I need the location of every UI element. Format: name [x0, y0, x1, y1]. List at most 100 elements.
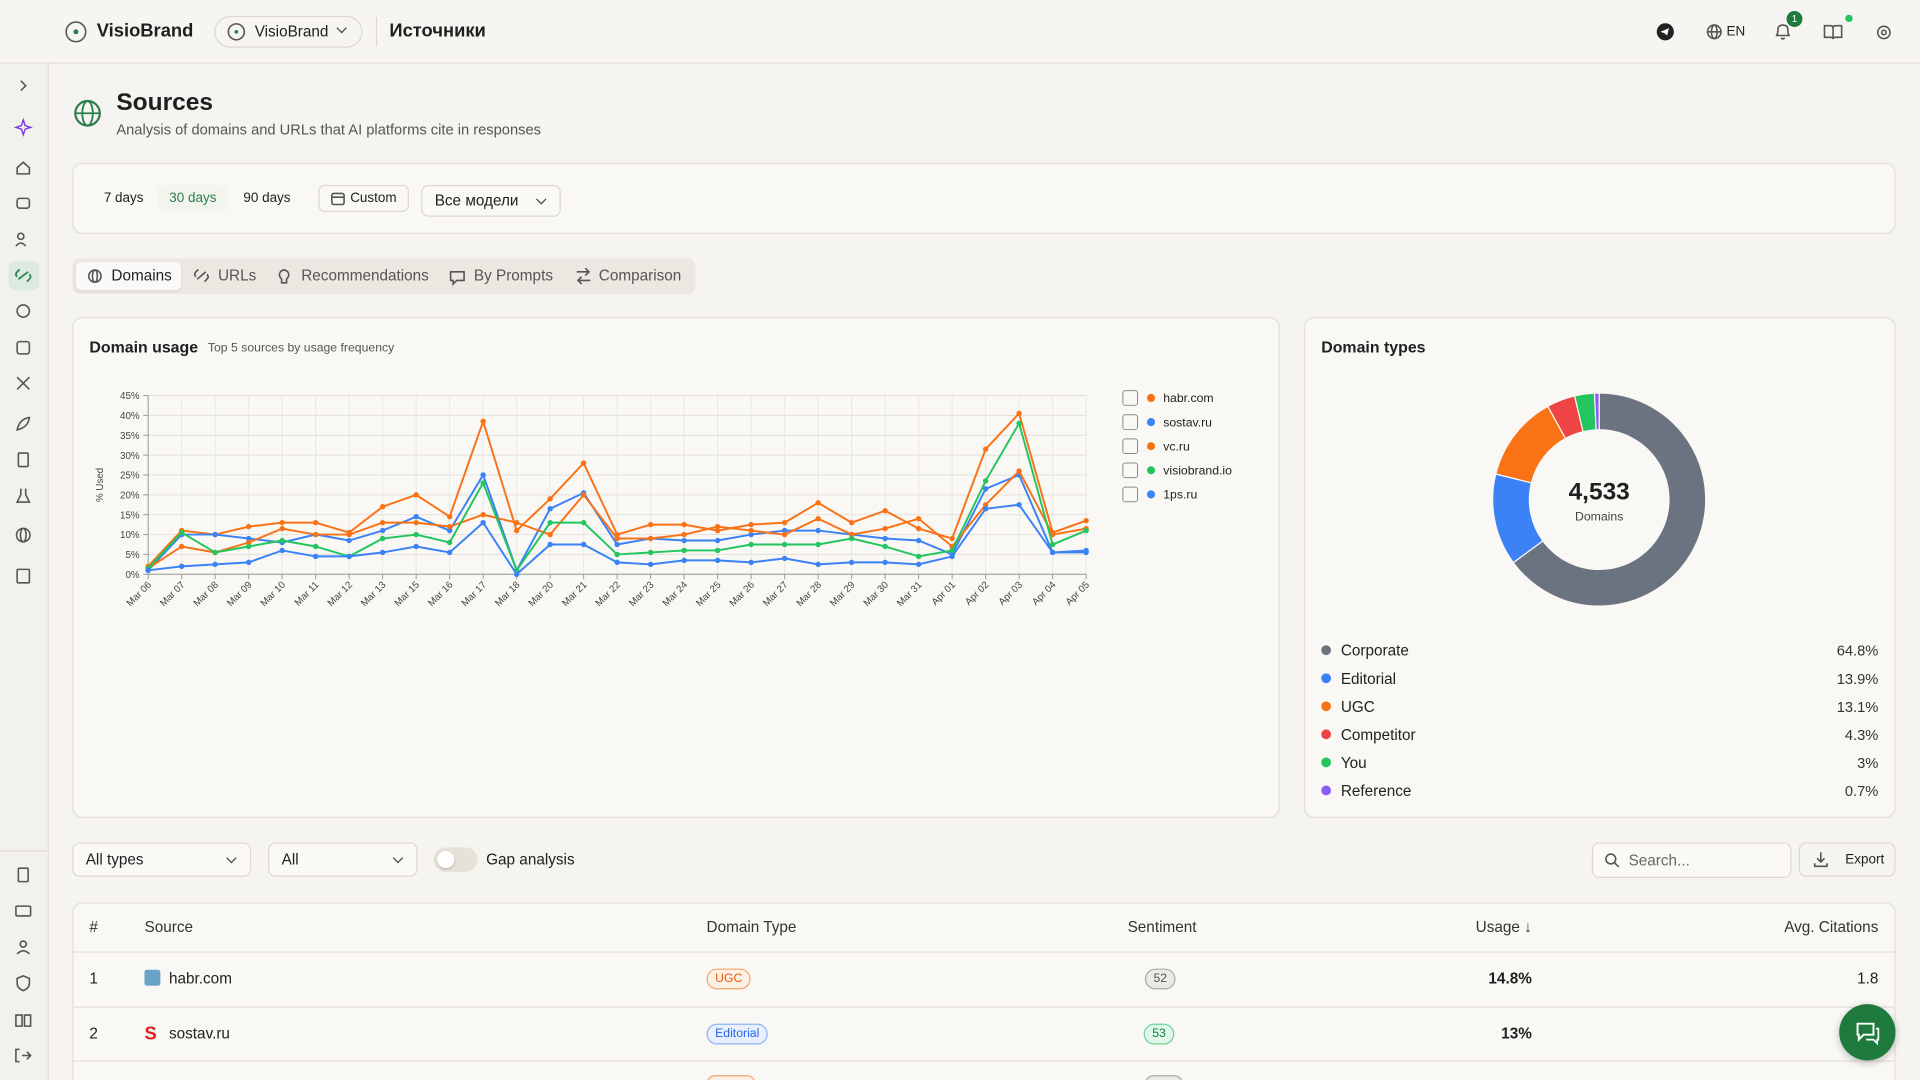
y-axis-label: % Used: [95, 468, 106, 502]
language-icon[interactable]: [1706, 23, 1723, 40]
data-point: [547, 519, 553, 526]
nav-icon[interactable]: [16, 161, 31, 175]
tab[interactable]: Domains: [111, 266, 172, 285]
x-tick-label: Mar 15: [393, 579, 423, 609]
tab[interactable]: Recommendations: [301, 266, 429, 285]
chat-button[interactable]: [1839, 1004, 1896, 1061]
expand-icon[interactable]: [20, 80, 27, 92]
filter-card: [72, 162, 1896, 234]
nav-icon[interactable]: [13, 117, 33, 138]
page-name: Источники: [389, 20, 486, 42]
settings-icon[interactable]: [1876, 24, 1892, 40]
period-button-active[interactable]: 30 days: [157, 184, 228, 212]
data-point: [748, 559, 754, 566]
x-tick-label: Mar 09: [225, 580, 254, 609]
data-point: [614, 541, 620, 548]
nav-icon[interactable]: [15, 1014, 32, 1027]
data-point: [547, 506, 553, 512]
column-header[interactable]: Source: [144, 918, 193, 936]
search-input[interactable]: [1591, 842, 1792, 878]
data-point: [178, 543, 185, 550]
type-select[interactable]: All types: [72, 842, 252, 877]
nav-icon[interactable]: [16, 975, 31, 992]
tab[interactable]: Comparison: [598, 266, 682, 285]
nav-icon[interactable]: [16, 568, 31, 584]
nav-icon[interactable]: [16, 197, 31, 209]
data-point: [279, 537, 285, 544]
gap-label[interactable]: Gap analysis: [486, 851, 575, 869]
export-button[interactable]: [1798, 842, 1896, 877]
data-point: [815, 527, 821, 534]
nav-icon[interactable]: [16, 304, 31, 318]
telegram-icon[interactable]: [1656, 22, 1676, 42]
nav-icon[interactable]: [15, 268, 32, 283]
calendar-icon: [331, 192, 345, 206]
data-point: [815, 561, 821, 568]
export-label[interactable]: Export: [1845, 852, 1885, 867]
source[interactable]: sostav.ru: [168, 1024, 230, 1043]
value-label: 4.3%: [1845, 728, 1878, 744]
x-tick-label: Mar 23: [627, 579, 657, 609]
brand-name[interactable]: VisioBrand: [96, 20, 194, 42]
x-tick-label: Mar 24: [661, 579, 691, 609]
favicon: S: [144, 1023, 157, 1045]
data-point: [714, 527, 721, 534]
data-point: [1083, 527, 1089, 534]
nav-icon[interactable]: [16, 376, 30, 390]
value-label: 3%: [1857, 756, 1878, 772]
sources-icon: [74, 99, 101, 127]
column-header[interactable]: Sentiment: [1127, 918, 1197, 936]
data-point: [848, 559, 855, 566]
period-button[interactable]: 90 days: [243, 191, 291, 206]
data-point: [982, 502, 989, 508]
data-point: [647, 535, 654, 542]
model-label: Все модели: [434, 192, 519, 210]
custom-label[interactable]: Custom: [350, 191, 397, 206]
period-button[interactable]: 7 days: [103, 191, 144, 206]
y-tick-label: 20%: [120, 491, 140, 502]
notifications-icon[interactable]: [1773, 22, 1793, 42]
docs-icon[interactable]: [1823, 23, 1843, 40]
x-tick-label: Mar 22: [594, 580, 623, 609]
column-header[interactable]: Usage ↓: [1475, 918, 1532, 936]
nav-icon[interactable]: [16, 340, 31, 355]
data-point: [949, 547, 955, 554]
nav-icon[interactable]: [17, 452, 29, 468]
tab[interactable]: URLs: [217, 266, 257, 285]
y-tick-label: 35%: [120, 431, 140, 442]
model-select[interactable]: Все модели: [421, 184, 561, 217]
source[interactable]: habr.com: [168, 969, 232, 987]
sidebar: [0, 63, 49, 1080]
chart-title: Domain types: [1321, 340, 1425, 357]
data-point: [714, 523, 721, 530]
data-point: [1016, 502, 1022, 508]
column-header[interactable]: Domain Type: [706, 918, 797, 936]
nav-icon[interactable]: [16, 232, 25, 241]
x-tick-label: Mar 06: [125, 579, 155, 609]
legend-label: 1ps.ru: [1163, 488, 1197, 502]
x-tick-label: Apr 03: [997, 579, 1026, 608]
workspace-selector[interactable]: [214, 15, 363, 48]
column-header[interactable]: Avg. Citations: [1784, 918, 1879, 936]
scope-select[interactable]: All: [268, 842, 418, 877]
data-point: [882, 559, 888, 566]
nav-icon[interactable]: [15, 905, 32, 917]
nav-icon[interactable]: [15, 1048, 32, 1063]
data-point: [681, 537, 687, 544]
data-point: [513, 527, 520, 534]
data-point: [647, 549, 654, 556]
nav-icon[interactable]: [19, 940, 28, 948]
nav-icon[interactable]: [17, 867, 29, 883]
language[interactable]: EN: [1726, 24, 1746, 40]
legend-label: Corporate: [1341, 643, 1409, 660]
x-tick-label: Mar 20: [527, 579, 557, 609]
data-point: [882, 535, 888, 542]
data-point: [848, 531, 855, 538]
custom-button[interactable]: [318, 184, 409, 212]
nav-icon[interactable]: [16, 416, 31, 431]
tab[interactable]: By Prompts: [473, 266, 553, 285]
workspace-name[interactable]: VisioBrand: [254, 23, 329, 41]
nav-icon[interactable]: [15, 488, 31, 503]
row-divider: [73, 951, 1895, 953]
